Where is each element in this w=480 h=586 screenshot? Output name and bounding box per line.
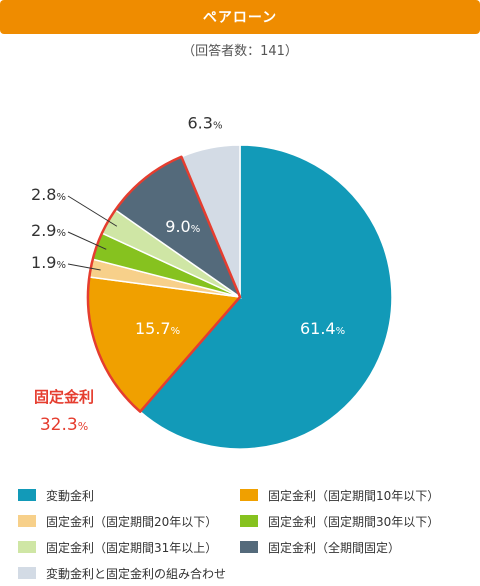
data-label-5-unit: % [191,224,201,235]
data-label-6-unit: % [213,120,223,131]
fixed-rate-group-total: 32.3% [40,415,88,435]
data-label-1: 15.7% [135,319,180,338]
legend: 変動金利 固定金利（固定期間10年以下） 固定金利（固定期間20年以下） 固定金利（固… [18,486,468,582]
fixed-rate-group-label: 固定金利 [34,388,94,406]
data-label-4-unit: % [56,192,66,203]
fixed-rate-group-outline [86,155,242,413]
legend-item-5: 固定金利（全期間固定） [240,538,468,556]
legend-swatch [240,515,258,527]
data-label-2-unit: % [56,260,66,271]
data-label-5: 9.0% [165,217,200,236]
data-label-2-value: 1.9 [31,253,56,272]
data-label-1-value: 15.7 [135,319,171,338]
legend-swatch [18,515,36,527]
data-label-3: 2.9% [31,221,66,240]
data-label-5-value: 9.0 [165,217,190,236]
fixed-rate-group-total-value: 32.3 [40,415,78,435]
legend-label: 変動金利と固定金利の組み合わせ [46,566,227,581]
data-label-4-value: 2.8 [31,185,56,204]
legend-swatch [240,541,258,553]
data-label-4: 2.8% [31,185,66,204]
respondent-count: （回答者数：141） [182,44,298,59]
pie-slice-0 [139,144,393,450]
data-label-3-unit: % [56,228,66,239]
legend-label: 固定金利（固定期間30年以下） [268,514,440,529]
chart-header: ペアローン [0,0,480,34]
data-label-1-unit: % [171,326,181,337]
chart-title: ペアローン [202,10,278,26]
data-label-0-value: 61.4 [300,319,336,338]
data-label-2: 1.9% [31,253,66,272]
data-label-6: 6.3% [188,113,223,132]
legend-label: 固定金利（固定期間10年以下） [268,488,440,503]
legend-item-6: 変動金利と固定金利の組み合わせ [18,564,468,582]
leader-line-4 [67,195,118,227]
leader-line-3 [67,231,107,250]
legend-item-2: 固定金利（固定期間20年以下） [18,512,240,530]
legend-swatch [240,489,258,501]
legend-swatch [18,489,36,501]
data-label-0-unit: % [336,326,346,337]
data-label-6-value: 6.3 [188,113,213,132]
data-label-3-value: 2.9 [31,221,56,240]
legend-item-1: 固定金利（固定期間10年以下） [240,486,468,504]
legend-label: 固定金利（固定期間31年以上） [46,540,218,555]
leader-line-2 [67,263,101,271]
legend-label: 固定金利（全期間固定） [268,540,401,555]
data-label-0: 61.4% [300,319,345,338]
legend-item-3: 固定金利（固定期間30年以下） [240,512,468,530]
legend-label: 変動金利 [46,488,95,503]
legend-swatch [18,541,36,553]
legend-item-4: 固定金利（固定期間31年以上） [18,538,240,556]
fixed-rate-group-total-unit: % [78,420,88,433]
legend-label: 固定金利（固定期間20年以下） [46,514,218,529]
legend-item-0: 変動金利 [18,486,240,504]
legend-swatch [18,567,36,579]
